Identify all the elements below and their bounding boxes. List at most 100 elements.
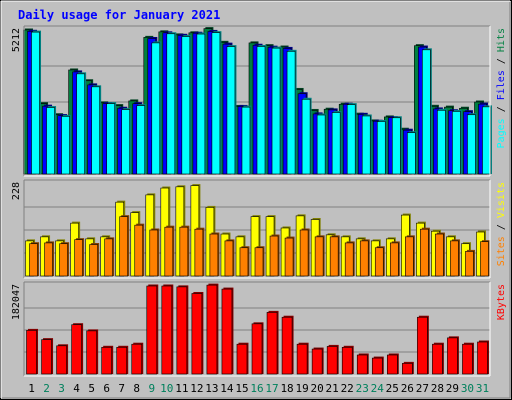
bar-kbytes-day-1 [26, 330, 37, 375]
panel-kbytes-legend: KBytes [496, 284, 507, 320]
bar-pages-day-25 [391, 117, 401, 175]
bar-sites-day-21 [329, 236, 339, 277]
bar-sites-day-30 [465, 251, 474, 277]
bar-pages-day-1 [31, 31, 40, 175]
x-tick-label-day-16: 16 [250, 382, 263, 395]
legend-entry: / [496, 52, 507, 70]
bar-pages-day-10 [166, 33, 176, 175]
x-tick-label-day-25: 25 [386, 382, 399, 395]
legend-entry: / [496, 100, 507, 118]
legend-entry: / [496, 218, 507, 236]
panel-hits: 5212 Pages / Files / Hits [11, 25, 507, 177]
panel-kbytes: 182047 KBytes [11, 281, 507, 377]
bar-kbytes-day-10 [161, 285, 173, 375]
x-tick-label-day-29: 29 [446, 382, 459, 395]
x-tick-label-day-1: 1 [28, 382, 35, 395]
panel-visits-legend: Sites / Visits [496, 182, 507, 266]
x-axis-labels: 1 2 3 4 5 6 7 8 9 10 11 12 13 14 15 16 17 18 19 20 21 22 23 24 2… [28, 382, 489, 395]
bar-pages-day-18 [286, 51, 296, 175]
legend-entry: Sites [496, 236, 507, 266]
legend-entry: Hits [496, 28, 507, 52]
bar-sites-day-12 [194, 228, 204, 277]
bar-pages-day-11 [181, 36, 191, 175]
bar-kbytes-day-7 [116, 346, 128, 375]
bar-kbytes-day-8 [131, 343, 143, 375]
bar-kbytes-day-12 [191, 293, 203, 375]
bar-kbytes-day-21 [326, 346, 338, 375]
x-tick-label-day-11: 11 [175, 382, 188, 395]
bar-sites-day-22 [344, 242, 354, 277]
bar-kbytes-day-4 [71, 324, 82, 375]
bar-pages-day-13 [211, 32, 221, 175]
panel-kbytes-ymax-label: 182047 [11, 284, 22, 320]
bar-pages-day-6 [106, 103, 115, 175]
bar-sites-day-14 [224, 240, 234, 277]
bar-pages-day-31 [482, 106, 491, 175]
bar-kbytes-day-22 [341, 346, 353, 375]
bar-sites-day-2 [44, 242, 53, 277]
x-tick-label-day-13: 13 [205, 382, 218, 395]
bar-pages-day-16 [256, 46, 266, 175]
bar-kbytes-day-15 [236, 343, 248, 375]
x-tick-label-day-27: 27 [416, 382, 429, 395]
x-tick-label-day-14: 14 [220, 382, 234, 395]
bar-sites-day-9 [149, 229, 159, 277]
bar-kbytes-day-29 [447, 337, 458, 375]
x-tick-label-day-20: 20 [311, 382, 324, 395]
bar-kbytes-day-6 [101, 346, 112, 375]
x-tick-label-day-3: 3 [58, 382, 65, 395]
bar-kbytes-day-30 [462, 343, 473, 375]
bar-pages-day-17 [271, 47, 281, 175]
bar-sites-day-15 [239, 247, 249, 277]
bar-pages-day-26 [407, 132, 416, 175]
x-tick-label-day-8: 8 [133, 382, 140, 395]
bar-kbytes-day-14 [221, 288, 233, 375]
bar-pages-day-27 [422, 49, 431, 175]
bar-pages-day-14 [226, 46, 236, 175]
x-tick-label-day-30: 30 [461, 382, 474, 395]
x-tick-label-day-21: 21 [326, 382, 339, 395]
bar-sites-day-13 [209, 233, 219, 277]
bar-sites-day-27 [420, 228, 429, 277]
x-tick-label-day-23: 23 [356, 382, 369, 395]
bar-pages-day-12 [196, 33, 206, 175]
bar-kbytes-day-11 [176, 286, 188, 375]
legend-entry: Visits [496, 182, 507, 218]
bar-pages-day-7 [121, 109, 131, 175]
bar-sites-day-23 [359, 240, 369, 277]
bar-sites-day-7 [119, 216, 129, 277]
bar-sites-day-26 [405, 236, 414, 277]
x-tick-label-day-4: 4 [73, 382, 80, 395]
bar-pages-day-8 [136, 105, 146, 175]
bar-sites-day-29 [450, 240, 459, 277]
legend-entry: KBytes [496, 284, 507, 320]
bar-sites-day-28 [435, 233, 444, 277]
bar-sites-day-3 [59, 243, 68, 277]
x-tick-label-day-2: 2 [43, 382, 50, 395]
bar-pages-day-20 [316, 114, 326, 175]
bar-kbytes-day-28 [432, 343, 443, 375]
x-tick-label-day-28: 28 [431, 382, 444, 395]
x-tick-label-day-31: 31 [476, 382, 489, 395]
bar-sites-day-10 [164, 226, 174, 277]
bar-sites-day-16 [254, 247, 264, 277]
bar-sites-day-24 [374, 247, 384, 277]
bar-kbytes-day-18 [281, 316, 293, 375]
panel-visits-ymax-label: 228 [11, 182, 22, 200]
bar-kbytes-day-20 [311, 348, 323, 375]
bar-sites-day-1 [29, 243, 38, 277]
bar-pages-day-2 [46, 107, 55, 175]
x-tick-label-day-22: 22 [341, 382, 354, 395]
chart-panels: 5212 Pages / Files / Hits 228 Sites / Visit… [11, 25, 507, 377]
bar-sites-day-4 [74, 239, 83, 277]
bar-kbytes-day-13 [206, 284, 218, 375]
bar-sites-day-6 [104, 238, 113, 277]
bar-pages-day-28 [437, 110, 446, 175]
x-tick-label-day-26: 26 [401, 382, 414, 395]
bar-sites-day-18 [284, 237, 294, 277]
bar-pages-day-15 [241, 106, 251, 175]
bar-kbytes-day-25 [386, 354, 398, 375]
bar-sites-day-19 [299, 229, 309, 277]
bar-pages-day-9 [151, 42, 161, 175]
